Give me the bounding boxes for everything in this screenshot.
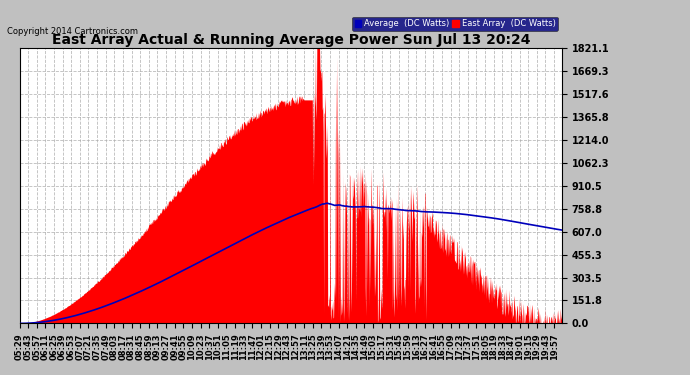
Text: Copyright 2014 Cartronics.com: Copyright 2014 Cartronics.com: [7, 27, 138, 36]
Title: East Array Actual & Running Average Power Sun Jul 13 20:24: East Array Actual & Running Average Powe…: [52, 33, 530, 47]
Legend: Average  (DC Watts), East Array  (DC Watts): Average (DC Watts), East Array (DC Watts…: [352, 17, 558, 31]
